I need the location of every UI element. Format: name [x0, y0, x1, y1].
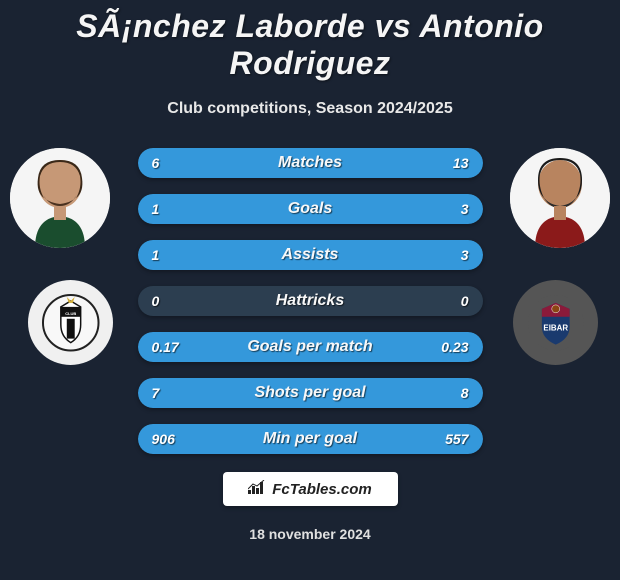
- stat-label: Hattricks: [138, 286, 483, 316]
- stat-value-left: 6: [152, 148, 160, 178]
- club-left-badge: CLUB: [28, 280, 113, 365]
- stat-label: Assists: [138, 240, 483, 270]
- stat-value-right: 13: [453, 148, 469, 178]
- stat-row: 7 Shots per goal 8: [138, 378, 483, 408]
- person-icon: [10, 148, 110, 248]
- stat-value-left: 0.17: [152, 332, 179, 362]
- stat-value-right: 0.23: [441, 332, 468, 362]
- stat-row: 906 Min per goal 557: [138, 424, 483, 454]
- stats-list: 6 Matches 13 1 Goals 3 1 Assists 3: [138, 148, 483, 454]
- stat-value-left: 1: [152, 240, 160, 270]
- page-title: SÃ¡nchez Laborde vs Antonio Rodriguez: [0, 0, 620, 82]
- source-logo-text: FcTables.com: [272, 481, 371, 498]
- stat-value-left: 906: [152, 424, 175, 454]
- stat-label: Goals: [138, 194, 483, 224]
- stat-value-left: 7: [152, 378, 160, 408]
- comparison-card: SÃ¡nchez Laborde vs Antonio Rodriguez Cl…: [0, 0, 620, 580]
- stat-value-right: 557: [445, 424, 468, 454]
- club-badge-icon: CLUB: [41, 293, 101, 353]
- player-left-avatar: [10, 148, 110, 248]
- chart-icon: [248, 480, 266, 498]
- stat-row: 0 Hattricks 0: [138, 286, 483, 316]
- club-right-badge: EIBAR: [513, 280, 598, 365]
- stat-row: 1 Assists 3: [138, 240, 483, 270]
- stat-label: Shots per goal: [138, 378, 483, 408]
- source-logo: FcTables.com: [223, 472, 398, 506]
- main-area: CLUB EIBAR 6 Matches 13: [0, 148, 620, 542]
- stat-row: 6 Matches 13: [138, 148, 483, 178]
- stat-row: 0.17 Goals per match 0.23: [138, 332, 483, 362]
- svg-text:EIBAR: EIBAR: [543, 323, 568, 332]
- club-badge-icon: EIBAR: [526, 293, 586, 353]
- stat-value-left: 1: [152, 194, 160, 224]
- stat-value-right: 3: [461, 240, 469, 270]
- stat-label: Min per goal: [138, 424, 483, 454]
- date-text: 18 november 2024: [0, 526, 620, 542]
- stat-value-right: 0: [461, 286, 469, 316]
- stat-value-right: 3: [461, 194, 469, 224]
- stat-label: Goals per match: [138, 332, 483, 362]
- stat-row: 1 Goals 3: [138, 194, 483, 224]
- stat-label: Matches: [138, 148, 483, 178]
- person-icon: [510, 148, 610, 248]
- svg-text:CLUB: CLUB: [65, 311, 76, 316]
- stat-value-right: 8: [461, 378, 469, 408]
- stat-value-left: 0: [152, 286, 160, 316]
- player-right-avatar: [510, 148, 610, 248]
- subtitle: Club competitions, Season 2024/2025: [0, 100, 620, 118]
